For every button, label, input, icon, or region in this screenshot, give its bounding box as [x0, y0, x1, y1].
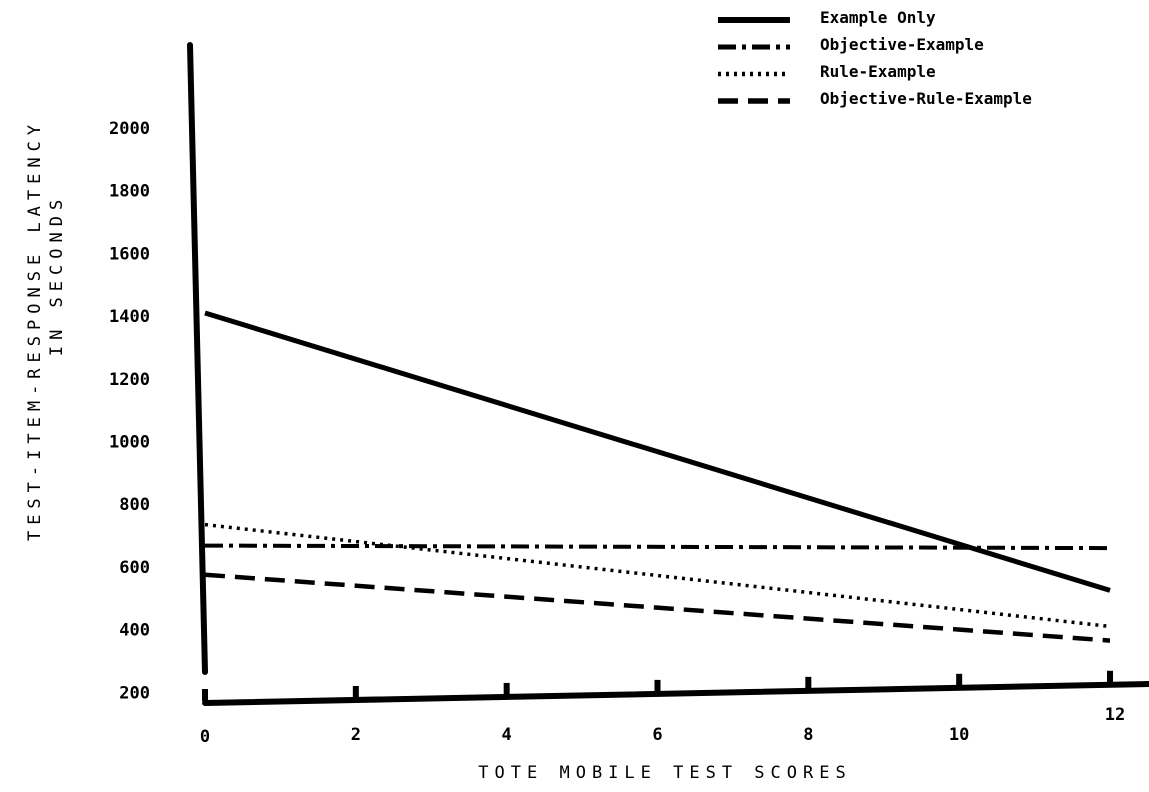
- y-tick-label-200: 200: [119, 683, 150, 703]
- y-tick-label-1600: 1600: [109, 244, 150, 264]
- legend-label-2: Objective-Example: [820, 35, 984, 54]
- series-line-4: [204, 572, 1111, 643]
- series-line-3: [204, 522, 1111, 629]
- x-tick-label-0: 0: [200, 727, 210, 747]
- x-tick-label-6: 6: [652, 725, 662, 745]
- legend: Example Only Objective-Example Rule-Exampl…: [718, 8, 1032, 108]
- y-axis-title-line2: IN SECONDS: [47, 194, 67, 356]
- legend-label-1: Example Only: [820, 8, 936, 27]
- x-tick-label-10: 10: [949, 725, 969, 745]
- y-tick-label-1800: 1800: [109, 182, 150, 202]
- legend-label-3: Rule-Example: [820, 62, 936, 81]
- axes: [187, 42, 1149, 706]
- y-tick-label-1400: 1400: [109, 307, 150, 327]
- series-line-2: [204, 543, 1111, 551]
- y-tick-label-2000: 2000: [109, 119, 150, 139]
- y-axis-line: [187, 42, 208, 675]
- legend-label-4: Objective-Rule-Example: [820, 89, 1032, 108]
- x-tick-label-8: 8: [803, 725, 813, 745]
- x-tick-label-12: 12: [1105, 705, 1125, 725]
- x-axis-line: [202, 681, 1149, 706]
- x-tick-label-4: 4: [502, 725, 512, 745]
- y-axis-title: TEST-ITEM-RESPONSE LATENCY: [25, 119, 45, 541]
- x-tick-label-2: 2: [351, 725, 361, 745]
- y-tick-label-1200: 1200: [109, 370, 150, 390]
- y-tick-label-800: 800: [119, 495, 150, 515]
- y-tick-label-600: 600: [119, 558, 150, 578]
- y-tick-label-400: 400: [119, 621, 150, 641]
- y-tick-label-1000: 1000: [109, 433, 150, 453]
- series-line-1: [204, 310, 1111, 593]
- x-axis-title: TOTE MOBILE TEST SCORES: [478, 763, 851, 783]
